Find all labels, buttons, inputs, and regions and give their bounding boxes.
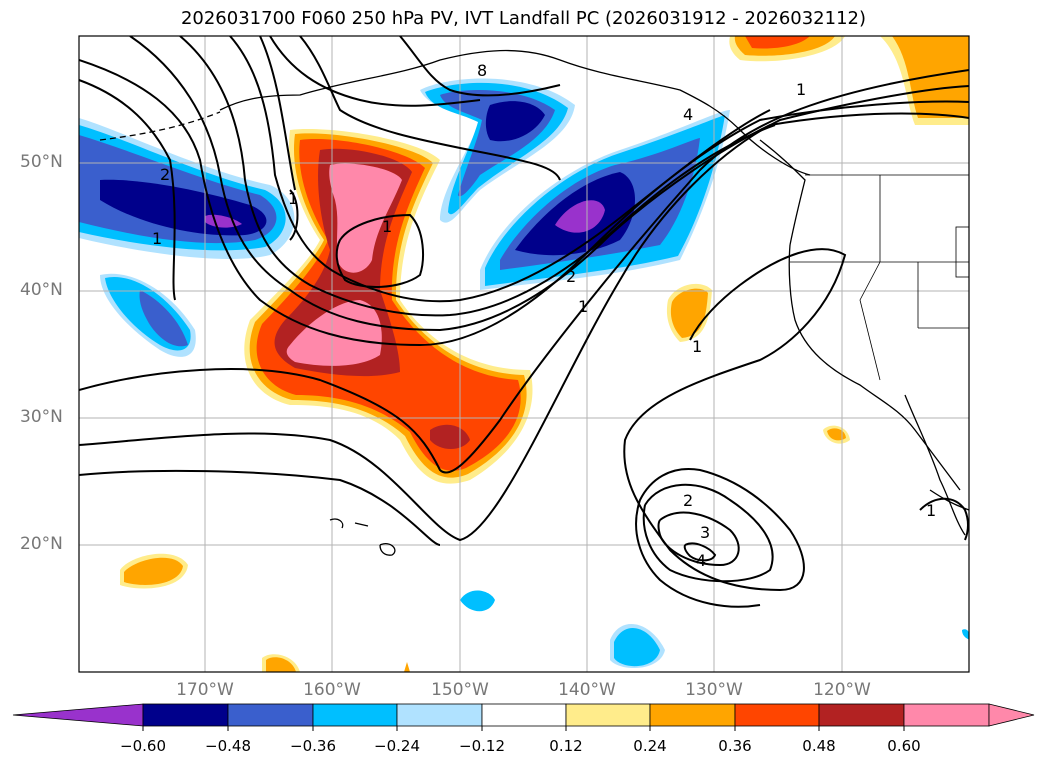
colorbar-swatch xyxy=(396,703,483,727)
colorbar-tick-label: 0.60 xyxy=(887,737,921,755)
lon-label-170w: 170°W xyxy=(176,680,234,700)
lon-label-130w: 130°W xyxy=(685,680,743,700)
neg-blob-south-a xyxy=(460,590,495,612)
colorbar-swatch xyxy=(818,703,905,727)
colorbar-extend-low xyxy=(12,703,144,727)
colorbar-swatch xyxy=(142,703,229,727)
pos-coast-orange xyxy=(827,428,846,441)
lon-label-120w: 120°W xyxy=(813,680,871,700)
colorbar-tick-label: −0.48 xyxy=(205,737,251,755)
bc-coast xyxy=(759,139,806,246)
lat-label-30n: 30°N xyxy=(20,407,63,427)
pv-shading xyxy=(79,36,969,672)
colorbar-tick-label: −0.60 xyxy=(120,737,166,755)
pos-core-pink-north xyxy=(329,163,402,273)
pos-core-redorange xyxy=(256,139,521,471)
colorbar-swatch xyxy=(903,703,990,727)
mainland-mexico xyxy=(929,489,969,511)
contour-label: 1 xyxy=(382,217,392,236)
lat-label-40n: 40°N xyxy=(20,280,63,300)
contour-label: 2 xyxy=(683,491,693,510)
colorbar-tick-label: −0.36 xyxy=(290,737,336,755)
colorbar-extend-high xyxy=(988,703,1035,727)
contour-label: 1 xyxy=(578,297,588,316)
hawaii xyxy=(329,518,396,556)
pos-sw-orange xyxy=(124,557,183,585)
contour-label: 2 xyxy=(566,267,576,286)
colorbar-swatch xyxy=(481,703,567,727)
lon-label-140w: 140°W xyxy=(558,680,616,700)
contour-label: 1 xyxy=(152,229,162,248)
colorbar-ticks xyxy=(142,726,905,731)
contour-label: 4 xyxy=(696,551,706,570)
neg-blob-edge xyxy=(962,629,969,640)
colorbar-swatch xyxy=(312,703,398,727)
colorbar xyxy=(12,703,1035,727)
colorbar-tick-label: 0.12 xyxy=(549,737,583,755)
graticule xyxy=(79,36,969,672)
colorbar-tick-label: 0.24 xyxy=(633,737,667,755)
colorbar-swatch xyxy=(565,703,651,727)
map-frame xyxy=(78,35,970,673)
neg-blob-sw-royal xyxy=(139,290,188,347)
contour-label: 2 xyxy=(160,165,170,184)
lat-label-20n: 20°N xyxy=(20,534,63,554)
contour-label: 4 xyxy=(683,105,693,124)
neg-blob-central-purple xyxy=(555,200,605,233)
colorbar-swatch xyxy=(734,703,820,727)
pos-small-south xyxy=(404,662,410,672)
colorbar-tick-label: 0.36 xyxy=(718,737,752,755)
pos-core-pink-south xyxy=(286,300,382,366)
contour-label: 1 xyxy=(692,337,702,356)
lon-label-160w: 160°W xyxy=(303,680,361,700)
contour-labels: 8 2 1 1 4 1 2 1 1 2 3 4 1 1 xyxy=(152,61,936,570)
pv-contours xyxy=(79,36,969,608)
contour-label: 1 xyxy=(288,189,298,208)
baja xyxy=(904,394,966,536)
pos-south-orange xyxy=(266,657,296,672)
colorbar-swatch xyxy=(227,703,314,727)
colorbar-tick-label: 0.48 xyxy=(802,737,836,755)
colorbar-swatch xyxy=(649,703,736,727)
contour-label: 8 xyxy=(477,61,487,80)
aleutians xyxy=(99,111,221,141)
contour-label: 3 xyxy=(700,523,710,542)
neg-blob-south-b-sky xyxy=(614,628,660,667)
map-title: 2026031700 F060 250 hPa PV, IVT Landfall… xyxy=(180,8,867,29)
lon-label-150w: 150°W xyxy=(431,680,489,700)
contour-label: 1 xyxy=(796,80,806,99)
colorbar-tick-label: −0.12 xyxy=(459,737,505,755)
colorbar-tick-label: −0.24 xyxy=(374,737,420,755)
lat-label-50n: 50°N xyxy=(20,152,63,172)
contour-label: 1 xyxy=(926,501,936,520)
state-borders xyxy=(790,174,969,381)
pos-ne-redorange xyxy=(745,36,810,49)
neg-blob-north-navy xyxy=(485,101,545,142)
